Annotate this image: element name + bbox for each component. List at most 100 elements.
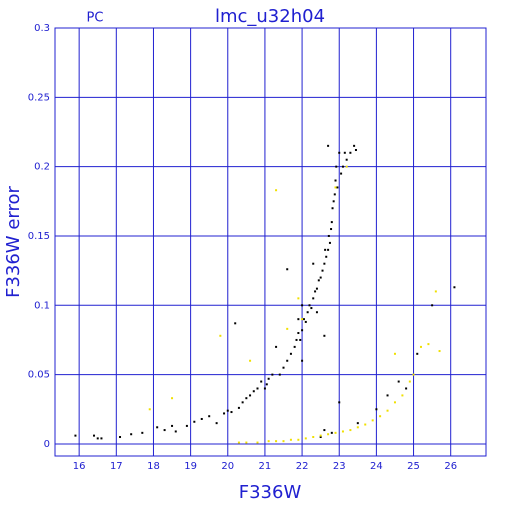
point — [275, 440, 278, 443]
point — [237, 406, 240, 409]
point — [334, 179, 337, 182]
x-axis-label: F336W — [239, 482, 302, 503]
point — [130, 433, 133, 436]
point — [286, 359, 289, 362]
point — [289, 352, 292, 355]
point — [234, 322, 237, 325]
point — [245, 397, 248, 400]
point — [156, 426, 159, 429]
point — [289, 438, 292, 441]
point — [338, 151, 341, 154]
point — [371, 419, 374, 422]
point — [332, 200, 335, 203]
point — [354, 149, 357, 152]
point — [163, 429, 166, 432]
point — [141, 431, 144, 434]
y-tick-label: 0.2 — [34, 162, 50, 173]
point — [335, 165, 338, 168]
point — [226, 409, 229, 412]
point — [340, 172, 343, 175]
point — [364, 423, 367, 426]
point — [319, 436, 322, 439]
point — [302, 318, 305, 321]
point — [327, 248, 330, 251]
point — [301, 359, 304, 362]
point — [401, 394, 404, 397]
point — [333, 193, 336, 196]
x-tick-label: 23 — [333, 461, 346, 472]
point — [306, 311, 309, 314]
x-tick-label: 19 — [184, 461, 197, 472]
point — [119, 436, 122, 439]
point — [315, 287, 318, 290]
point — [271, 373, 274, 376]
point — [341, 430, 344, 433]
x-tick-label: 22 — [296, 461, 309, 472]
point — [252, 390, 255, 393]
point — [301, 318, 304, 321]
point — [336, 186, 339, 189]
point — [223, 412, 226, 415]
x-tick-label: 25 — [407, 461, 420, 472]
point — [330, 431, 333, 434]
point — [148, 408, 151, 411]
point — [275, 345, 278, 348]
point — [245, 441, 248, 444]
point — [299, 338, 302, 341]
plot-frame — [54, 27, 487, 457]
point — [427, 343, 430, 346]
point — [260, 380, 263, 383]
point — [319, 276, 322, 279]
point — [93, 434, 96, 437]
x-tick-label: 21 — [259, 461, 272, 472]
point — [208, 415, 211, 418]
y-tick-label: 0 — [44, 439, 50, 450]
point — [345, 165, 348, 168]
point — [286, 268, 289, 271]
point — [297, 332, 300, 335]
point — [330, 228, 333, 231]
point — [275, 189, 278, 192]
point — [219, 334, 222, 337]
chart-title: lmc_u32h04 — [215, 6, 325, 27]
point — [325, 255, 328, 258]
y-axis-label: F336W error — [3, 186, 24, 298]
point — [393, 401, 396, 404]
y-tick-label: 0.3 — [34, 23, 50, 34]
point — [386, 394, 389, 397]
y-tick-label: 0.25 — [28, 92, 50, 103]
point — [171, 397, 174, 400]
point — [301, 304, 304, 307]
point — [356, 426, 359, 429]
point — [317, 279, 320, 282]
point — [74, 434, 77, 437]
point — [100, 437, 103, 440]
y-tick-label: 0.1 — [34, 300, 50, 311]
point — [312, 262, 315, 265]
point — [327, 234, 330, 237]
x-tick-label: 17 — [110, 461, 123, 472]
point — [241, 401, 244, 404]
point — [330, 221, 333, 224]
point — [174, 430, 177, 433]
point — [334, 186, 337, 189]
point — [278, 373, 281, 376]
point — [341, 165, 344, 168]
point — [343, 151, 346, 154]
point — [263, 387, 266, 390]
point — [297, 438, 300, 441]
y-tick-label: 0.15 — [28, 231, 50, 242]
point — [397, 380, 400, 383]
x-tick-label: 18 — [147, 461, 160, 472]
point — [308, 304, 311, 307]
point — [328, 241, 331, 244]
point — [297, 297, 300, 300]
point — [312, 297, 315, 300]
point — [323, 262, 326, 265]
point — [412, 373, 415, 376]
point — [282, 366, 285, 369]
point — [282, 440, 285, 443]
point — [453, 286, 456, 289]
x-tick-label: 20 — [221, 461, 234, 472]
point — [267, 377, 270, 380]
